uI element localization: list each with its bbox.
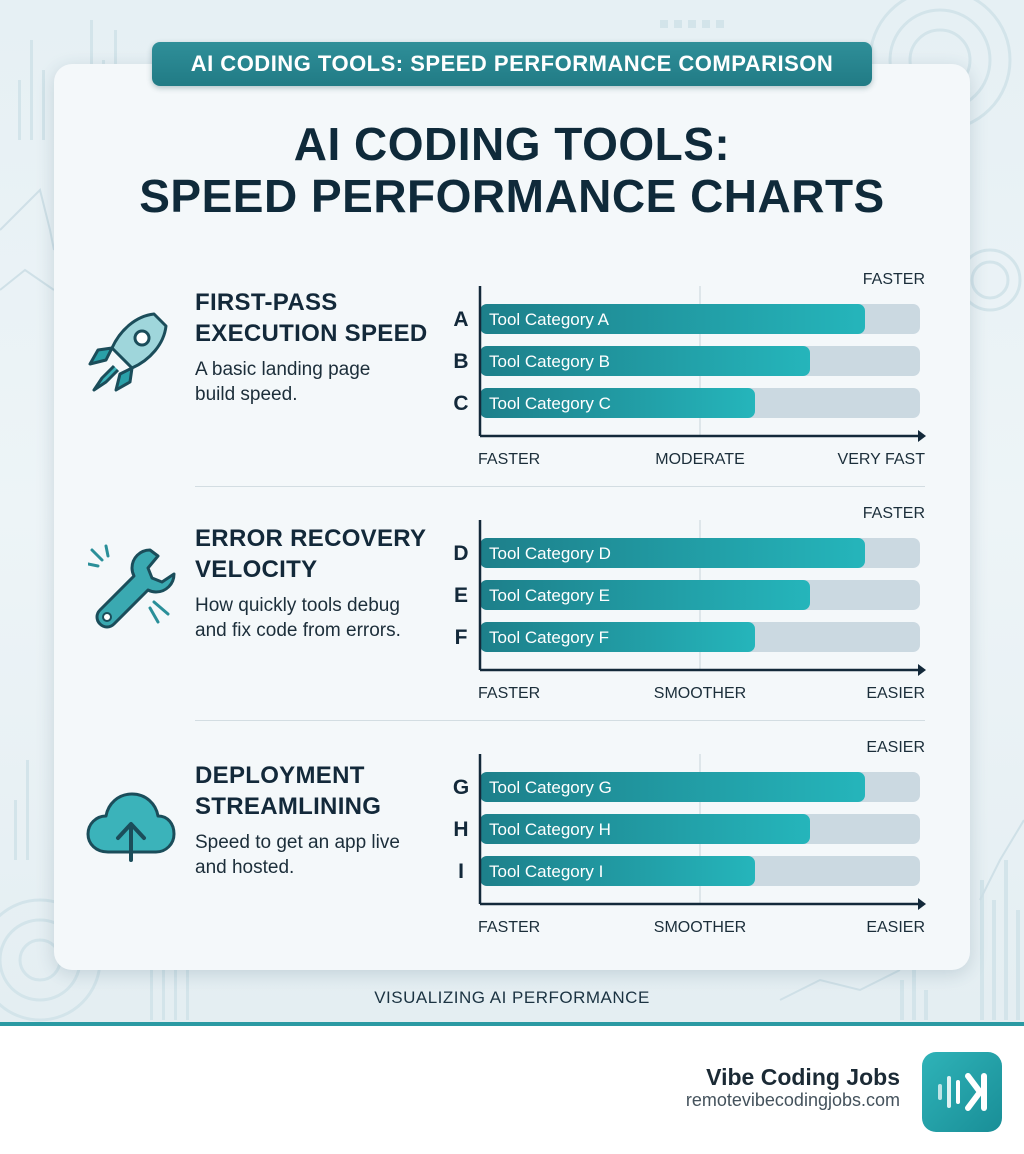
bar-label: Tool Category H	[489, 820, 611, 839]
x-tick-label: EASIER	[866, 919, 925, 936]
section-3-description: Speed to get an app live and hosted.	[195, 830, 435, 880]
x-tick-label: EASIER	[866, 685, 925, 702]
section-divider-2	[195, 720, 925, 721]
section-2-title-line-1: ERROR RECOVERY	[195, 525, 427, 552]
x-tick-label: FASTER	[478, 919, 540, 936]
section-3-title: DEPLOYMENT STREAMLINING	[195, 760, 455, 822]
chart-3: EASIER Tool Category G G Tool Category H H To…	[440, 730, 940, 950]
section-2-description: How quickly tools debug and fix code fro…	[195, 593, 435, 643]
x-axis-arrow	[918, 430, 926, 442]
page-title-line-2: SPEED PERFORMANCE CHARTS	[139, 170, 885, 222]
section-3-description-line-2: and hosted.	[195, 857, 295, 878]
category-label: A	[453, 308, 468, 331]
bar	[480, 856, 755, 886]
wrench-icon	[88, 544, 176, 629]
bar-label: Tool Category D	[489, 544, 611, 563]
x-tick-label: VERY FAST	[838, 451, 926, 468]
bar	[480, 580, 810, 610]
chart-1: FASTER Tool Category A A Tool Category B B To…	[440, 262, 940, 482]
footer-divider-line	[0, 1022, 1024, 1026]
chart-top-label: EASIER	[866, 739, 925, 756]
cloud-upload-icon	[86, 792, 176, 862]
chart-top-label: FASTER	[863, 505, 925, 522]
bar	[480, 814, 810, 844]
bar-label: Tool Category B	[489, 352, 610, 371]
brand-name[interactable]: Vibe Coding Jobs	[706, 1064, 900, 1090]
footer-label: VISUALIZING AI PERFORMANCE	[374, 988, 650, 1007]
vibe-logo-glyph	[938, 1073, 987, 1111]
section-1-title-line-2: EXECUTION SPEED	[195, 320, 428, 347]
section-3-title-line-2: STREAMLINING	[195, 793, 382, 820]
section-3-description-line-1: Speed to get an app live	[195, 832, 400, 853]
category-label: F	[455, 626, 468, 649]
section-1-title-line-1: FIRST-PASS	[195, 289, 338, 316]
category-label: H	[453, 818, 468, 841]
rocket-icon	[88, 312, 168, 392]
bar-label: Tool Category G	[489, 778, 612, 797]
category-label: G	[453, 776, 469, 799]
brand-url[interactable]: remotevibecodingjobs.com	[685, 1090, 900, 1110]
x-tick-label: MODERATE	[655, 451, 744, 468]
page-title: AI CODING TOOLS: SPEED PERFORMANCE CHART…	[54, 118, 970, 222]
x-axis-arrow	[918, 664, 926, 676]
section-2-description-line-1: How quickly tools debug	[195, 595, 400, 616]
bar-label: Tool Category E	[489, 586, 610, 605]
top-banner: AI CODING TOOLS: SPEED PERFORMANCE COMPA…	[152, 42, 872, 86]
bar	[480, 346, 810, 376]
section-divider-1	[195, 486, 925, 487]
x-tick-label: FASTER	[478, 451, 540, 468]
x-tick-label: FASTER	[478, 685, 540, 702]
chart-top-label: FASTER	[863, 271, 925, 288]
category-label: E	[454, 584, 468, 607]
section-2-description-line-2: and fix code from errors.	[195, 620, 401, 641]
section-2-title-line-2: VELOCITY	[195, 556, 318, 583]
category-label: C	[453, 392, 468, 415]
section-1-description: A basic landing page build speed.	[195, 357, 435, 407]
chart-svg: EASIER Tool Category G G Tool Category H H To…	[453, 739, 926, 936]
category-label: B	[453, 350, 468, 373]
x-tick-label: SMOOTHER	[654, 919, 746, 936]
x-axis-arrow	[918, 898, 926, 910]
bar	[480, 388, 755, 418]
section-3-title-line-1: DEPLOYMENT	[195, 762, 365, 789]
category-label: I	[458, 860, 464, 883]
bar-label: Tool Category A	[489, 310, 610, 329]
chart-2: FASTER Tool Category D D Tool Category E E To…	[440, 496, 940, 716]
bar	[480, 538, 865, 568]
chart-svg: FASTER Tool Category D D Tool Category E E To…	[453, 505, 926, 702]
bar-label: Tool Category I	[489, 862, 603, 881]
x-tick-label: SMOOTHER	[654, 685, 746, 702]
bar	[480, 622, 755, 652]
section-2-title: ERROR RECOVERY VELOCITY	[195, 523, 455, 585]
section-1-description-line-2: build speed.	[195, 384, 298, 405]
bar-label: Tool Category F	[489, 628, 609, 647]
vibe-logo-icon[interactable]	[922, 1052, 1002, 1132]
page-title-line-1: AI CODING TOOLS:	[293, 118, 731, 170]
category-label: D	[453, 542, 468, 565]
bar	[480, 772, 865, 802]
bar	[480, 304, 865, 334]
section-1-description-line-1: A basic landing page	[195, 359, 371, 380]
chart-svg: FASTER Tool Category A A Tool Category B B To…	[453, 271, 926, 468]
section-1-title: FIRST-PASS EXECUTION SPEED	[195, 287, 455, 349]
bar-label: Tool Category C	[489, 394, 611, 413]
